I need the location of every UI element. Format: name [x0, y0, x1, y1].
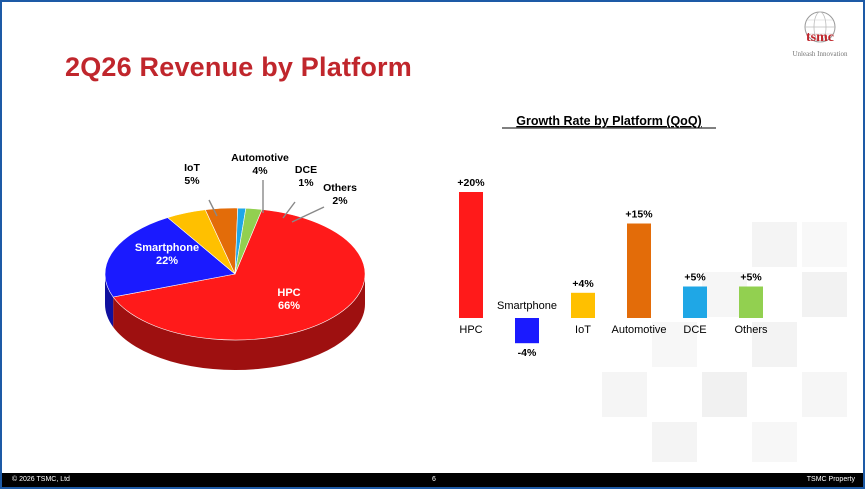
- leader-line-others: [291, 206, 325, 223]
- leader-line-dce: [282, 201, 296, 219]
- pie-label-iot: IoT: [184, 162, 200, 174]
- bar-chart-title: Growth Rate by Platform (QoQ): [516, 114, 701, 128]
- bar-smartphone: [515, 318, 539, 344]
- bar-category-dce: DCE: [683, 324, 706, 336]
- logo-tagline: Unleash Innovation: [792, 50, 848, 58]
- logo-wordmark: tsmc: [806, 30, 834, 45]
- bar-category-smartphone: Smartphone: [497, 300, 557, 312]
- page-number: 6: [432, 476, 436, 483]
- pie-value-dce: 1%: [298, 177, 314, 189]
- bar-chart: Growth Rate by Platform (QoQ) +20% HPC -4% S…: [457, 114, 768, 359]
- bar-hpc: [459, 192, 483, 318]
- bar-value-hpc: +20%: [457, 177, 485, 189]
- footer-copyright: © 2026 TSMC, Ltd: [12, 476, 70, 483]
- bar-iot: [571, 292, 595, 318]
- pie-side-hpc: [113, 274, 365, 371]
- bar-value-iot: +4%: [572, 278, 594, 290]
- bar-value-smartphone: -4%: [518, 347, 537, 359]
- bar-dce: [683, 286, 707, 318]
- bar-value-dce: +5%: [684, 272, 706, 284]
- pie-slice-smartphone: [104, 217, 236, 298]
- bar-automotive: [627, 223, 651, 318]
- slide-title: 2Q26 Revenue by Platform: [65, 52, 412, 82]
- pie-label-dce: DCE: [295, 164, 317, 176]
- pie-slice-hpc: [112, 209, 366, 341]
- bar-others: [739, 286, 763, 318]
- bar-category-hpc: HPC: [459, 324, 482, 336]
- pie-value-hpc: 66%: [278, 300, 300, 312]
- pie-value-others: 2%: [332, 195, 348, 207]
- pie-label-hpc: HPC: [277, 287, 300, 299]
- pie-slice-others: [234, 207, 263, 275]
- pie-value-automotive: 4%: [252, 165, 268, 177]
- footer-property: TSMC Property: [806, 476, 855, 483]
- logo-globe-icon: [804, 11, 836, 43]
- background-tiles: [602, 222, 847, 462]
- bar-category-others: Others: [734, 324, 768, 336]
- pie-label-automotive: Automotive: [231, 152, 289, 164]
- tsmc-logo: tsmc Unleash Innovation: [785, 10, 855, 62]
- pie-label-smartphone: Smartphone: [135, 242, 199, 254]
- pie-label-others: Others: [323, 182, 357, 194]
- footer-bar: © 2026 TSMC, Ltd 6 TSMC Property: [2, 473, 863, 487]
- bar-category-automotive: Automotive: [611, 324, 666, 336]
- bar-value-others: +5%: [740, 272, 762, 284]
- pie-value-iot: 5%: [184, 175, 200, 187]
- pie-value-smartphone: 22%: [156, 255, 178, 267]
- bar-category-iot: IoT: [575, 324, 591, 336]
- bar-value-automotive: +15%: [625, 209, 653, 221]
- leader-line-iot: [208, 199, 218, 217]
- pie-side-smartphone: [105, 274, 114, 328]
